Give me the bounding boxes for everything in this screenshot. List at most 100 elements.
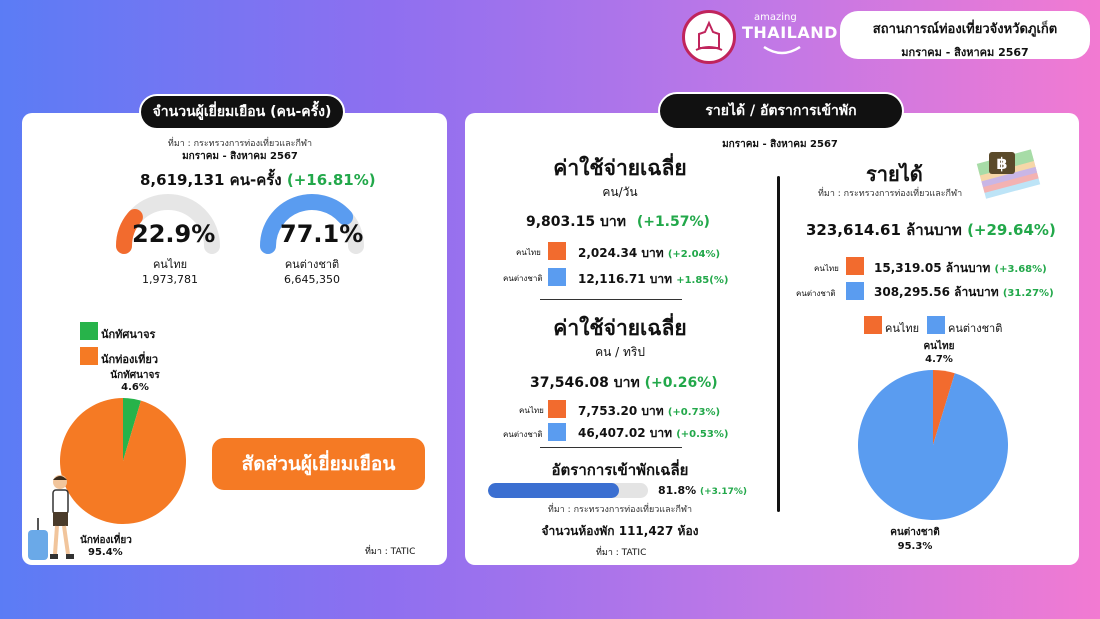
revenue-thai-change: (+3.68%) (994, 264, 1047, 275)
per-day-foreign-row: 12,116.71 บาท +1.85(%) (578, 270, 728, 289)
foreign-gauge-fill (260, 194, 354, 254)
page-title: สถานการณ์ท่องเที่ยวจังหวัดภูเก็ต (872, 22, 1058, 37)
per-trip-foreign-row: 46,407.02 บาท (+0.53%) (578, 424, 728, 443)
thai-visitor-count: 1,973,781 (142, 273, 198, 286)
occupancy-value-row: 81.8% (+3.17%) (658, 484, 747, 497)
page-subtitle: มกราคม - สิงหาคม 2567 (901, 46, 1029, 59)
foreign-visitor-gauge (260, 194, 364, 254)
per-day-thai-row: 2,024.34 บาท (+2.04%) (578, 244, 720, 263)
per-day-foreign-change: +1.85(%) (676, 275, 729, 286)
revenue-foreign-row: 308,295.56 ล้านบาท (31.27%) (874, 283, 1054, 302)
revenue-foreign-label: คนต่างชาติ (796, 289, 836, 298)
smile-icon (763, 45, 801, 55)
visitors-total-change: (+16.81%) (286, 171, 376, 189)
thai-visitor-pct: 22.9% (132, 220, 216, 248)
revenue-total-change: (+29.64%) (967, 221, 1056, 239)
per-trip-thai-value: 7,753.20 บาท (578, 404, 664, 418)
visitors-footer-source: ที่มา : TATIC (365, 547, 416, 557)
legend-excursionist-swatch (80, 322, 98, 340)
foreign-visitor-label: คนต่างชาติ (284, 258, 340, 271)
per-trip-heading: ค่าใช้จ่ายเฉลี่ย (553, 316, 687, 340)
revenue-total: 323,614.61 ล้านบาท (806, 221, 962, 239)
per-trip-foreign-change: (+0.53%) (676, 429, 729, 440)
revenue-foreign-change: (31.27%) (1002, 288, 1054, 299)
per-day-heading: ค่าใช้จ่ายเฉลี่ย (553, 156, 687, 180)
revenue-legend-thai: คนไทย (885, 322, 920, 335)
legend-tourist: นักท่องเที่ยว (101, 353, 159, 366)
revenue-thai-label: คนไทย (814, 264, 839, 273)
brand-big: THAILAND (742, 23, 838, 42)
occupancy-bar-fill (488, 483, 619, 498)
per-trip-total-change: (+0.26%) (644, 375, 718, 391)
legend-tourist-swatch (80, 347, 98, 365)
per-trip-unit: คน / ทริป (595, 345, 645, 359)
revenue-thai-swatch (846, 257, 864, 275)
per-day-total: 9,803.15 บาท (526, 214, 626, 230)
revenue-period: มกราคม - สิงหาคม 2567 (722, 139, 838, 150)
pie-slice-tourist (60, 398, 186, 524)
per-trip-foreign-label: คนต่างชาติ (503, 430, 543, 439)
divider-2 (540, 447, 682, 448)
per-day-thai-swatch (548, 242, 566, 260)
pie-excursionist-pct: 4.6% (121, 382, 149, 393)
visitor-type-pie (60, 398, 186, 524)
revenue-pie-thai-pct: 4.7% (925, 354, 953, 365)
per-trip-foreign-value: 46,407.02 บาท (578, 426, 673, 440)
per-trip-thai-swatch (548, 400, 566, 418)
per-day-foreign-label: คนต่างชาติ (503, 274, 543, 283)
vertical-divider (777, 176, 780, 512)
visitors-source: ที่มา : กระทรวงการท่องเที่ยวและกีฬา (167, 139, 313, 149)
svg-text:฿: ฿ (996, 154, 1007, 173)
revenue-title: รายได้ / อัตราการเข้าพัก (658, 92, 904, 130)
revenue-pie-thai-label: คนไทย (923, 341, 955, 352)
visitors-total: 8,619,131 คน-ครั้ง (140, 171, 282, 189)
pie-tourist-pct: 95.4% (88, 547, 123, 558)
foreign-visitor-count: 6,645,350 (284, 273, 340, 286)
traveler-illustration (28, 475, 74, 560)
legend-excursionist: นักทัศนาจร (101, 328, 156, 341)
revenue-pie-foreign-label: คนต่างชาติ (890, 527, 940, 538)
occupancy-source: ที่มา : กระทรวงการท่องเที่ยวและกีฬา (547, 505, 693, 515)
per-day-total-row: 9,803.15 บาท (+1.57%) (526, 211, 766, 233)
banknotes-icon: ฿ (976, 149, 1041, 199)
per-day-thai-value: 2,024.34 บาท (578, 246, 664, 260)
revenue-thai-value: 15,319.05 ล้านบาท (874, 261, 991, 275)
revenue-foreign-swatch (846, 282, 864, 300)
revenue-foreign-value: 308,295.56 ล้านบาท (874, 285, 999, 299)
revenue-legend-thai-swatch (864, 316, 882, 334)
per-trip-total-row: 37,546.08 บาท (+0.26%) (530, 372, 770, 394)
visitors-title: จำนวนผู้เยี่ยมเยือน (คน-ครั้ง) (139, 94, 345, 130)
thai-gauge-fill (116, 209, 143, 254)
occupancy-change: (+3.17%) (700, 487, 748, 497)
occupancy-rooms: จำนวนห้องพัก 111,427 ห้อง (541, 524, 699, 538)
thai-visitor-gauge (116, 194, 220, 254)
per-day-foreign-value: 12,116.71 บาท (578, 272, 673, 286)
per-day-foreign-swatch (548, 268, 566, 286)
pie-slice-revenue-foreign (858, 370, 1008, 520)
per-trip-thai-row: 7,753.20 บาท (+0.73%) (578, 402, 720, 421)
tat-logo (682, 10, 736, 64)
header-title-box: สถานการณ์ท่องเที่ยวจังหวัดภูเก็ต มกราคม … (840, 11, 1090, 59)
revenue-legend-foreign: คนต่างชาติ (948, 322, 1003, 335)
visitors-period: มกราคม - สิงหาคม 2567 (182, 151, 298, 162)
per-trip-foreign-swatch (548, 423, 566, 441)
per-trip-total: 37,546.08 บาท (530, 375, 640, 391)
foreign-visitor-pct: 77.1% (280, 220, 364, 248)
occupancy-heading: อัตราการเข้าพักเฉลี่ย (551, 461, 689, 479)
per-day-total-change: (+1.57%) (636, 214, 710, 230)
temple-icon (695, 20, 723, 51)
thai-visitor-label: คนไทย (152, 258, 188, 271)
occupancy-bar-track (488, 483, 648, 498)
per-day-thai-change: (+2.04%) (667, 249, 721, 260)
amazing-thailand-logo: amazing THAILAND (742, 12, 838, 55)
revenue-source: ที่มา : กระทรวงการท่องเที่ยวและกีฬา (818, 189, 963, 199)
per-day-unit: คน/วัน (602, 185, 638, 199)
revenue-heading: รายได้ (866, 162, 923, 186)
visitor-ratio-button[interactable]: สัดส่วนผู้เยี่ยมเยือน (212, 438, 425, 490)
visitors-total-row: 8,619,131 คน-ครั้ง (+16.81%) (140, 168, 390, 192)
brand-small: amazing (754, 12, 797, 23)
pie-slice-excursionist (123, 398, 141, 461)
per-trip-thai-label: คนไทย (519, 406, 544, 415)
revenue-total-row: 323,614.61 ล้านบาท (+29.64%) (806, 218, 1076, 242)
per-trip-thai-change: (+0.73%) (667, 407, 721, 418)
